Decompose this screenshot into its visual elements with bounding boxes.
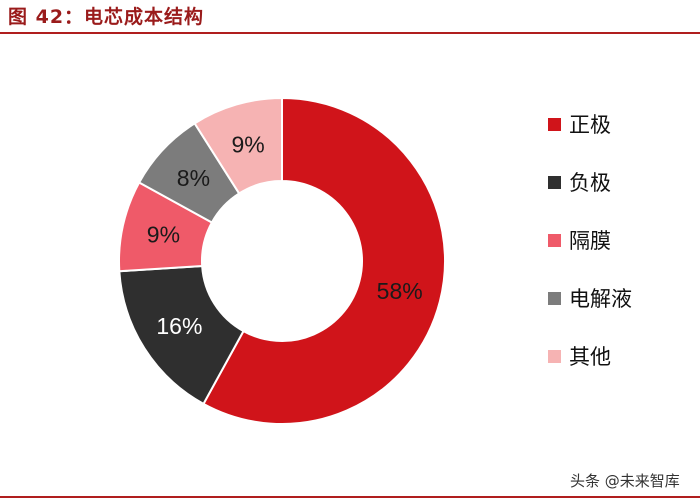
title-divider [0, 32, 700, 34]
legend-label: 其他 [569, 345, 611, 369]
legend-item-4: 其他 [548, 327, 678, 385]
slice-label-2: 9% [147, 221, 180, 247]
slice-label-3: 8% [177, 165, 210, 191]
legend-label: 电解液 [569, 287, 632, 311]
legend-label: 隔膜 [569, 229, 611, 253]
legend-label: 负极 [569, 171, 611, 195]
legend-swatch [548, 291, 561, 305]
legend-item-3: 电解液 [548, 269, 678, 327]
donut-slice-0 [202, 96, 446, 425]
legend-item-0: 正极 [548, 95, 678, 153]
legend-swatch [548, 349, 561, 363]
legend-swatch [548, 175, 561, 189]
watermark-text: 头条 @未来智库 [570, 472, 680, 490]
slice-label-0: 58% [377, 278, 423, 304]
slice-label-4: 9% [231, 131, 264, 157]
legend-swatch [548, 117, 561, 131]
legend-item-2: 隔膜 [548, 211, 678, 269]
legend-swatch [548, 233, 561, 247]
figure-header: 图 42：电芯成本结构 [0, 0, 700, 34]
slice-label-1: 16% [156, 313, 202, 339]
donut-slice-4 [193, 96, 283, 195]
legend-label: 正极 [569, 113, 611, 137]
bottom-divider [0, 496, 700, 498]
figure-title: 图 42：电芯成本结构 [8, 6, 205, 28]
watermark: 头条 @未来智库 [570, 470, 680, 491]
legend-item-1: 负极 [548, 153, 678, 211]
chart-legend: 正极负极隔膜电解液其他 [548, 95, 678, 385]
donut-slice-1 [118, 264, 245, 406]
